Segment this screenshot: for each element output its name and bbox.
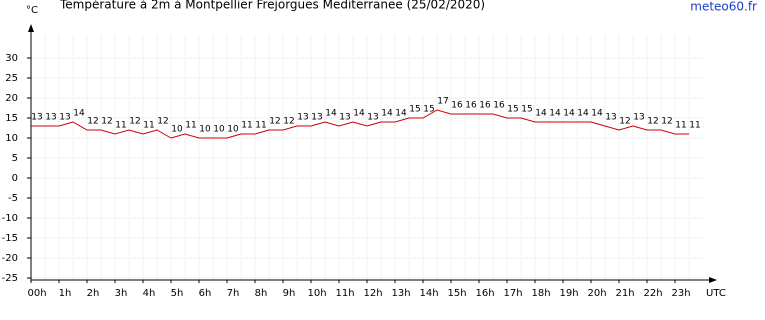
- data-label: 13: [339, 113, 350, 123]
- x-tick-label: 8h: [255, 288, 268, 299]
- y-tick-label: 20: [5, 93, 18, 104]
- x-tick-label: 22h: [643, 288, 662, 299]
- y-axis-arrow: [28, 24, 34, 32]
- x-tick-label: 7h: [227, 288, 240, 299]
- data-label: 13: [311, 113, 322, 123]
- data-label: 14: [549, 109, 561, 119]
- data-label: 12: [283, 117, 294, 127]
- x-tick-label: 10h: [307, 288, 326, 299]
- y-tick-label: -5: [8, 193, 18, 204]
- data-label: 12: [87, 117, 98, 127]
- y-tick-label: -15: [2, 233, 18, 244]
- data-label: 13: [605, 113, 616, 123]
- y-tick-label: -10: [2, 213, 18, 224]
- x-tick-label: 18h: [531, 288, 550, 299]
- data-label: 16: [493, 101, 505, 111]
- x-tick-label: 13h: [391, 288, 410, 299]
- data-label: 13: [297, 113, 308, 123]
- x-tick-label: 19h: [559, 288, 578, 299]
- x-axis-label: UTC: [706, 288, 726, 299]
- x-tick-label: 11h: [335, 288, 354, 299]
- data-line: [31, 109, 689, 139]
- y-tick-label: 10: [5, 133, 18, 144]
- y-tick-label: 15: [5, 113, 18, 124]
- data-label: 11: [143, 121, 154, 131]
- x-tick-label: 16h: [475, 288, 494, 299]
- data-label: 14: [395, 109, 407, 119]
- data-label: 14: [381, 109, 393, 119]
- data-label: 14: [563, 109, 575, 119]
- data-label: 13: [31, 113, 42, 123]
- source-link[interactable]: meteo60.fr: [690, 0, 757, 14]
- x-tick-label: 23h: [671, 288, 690, 299]
- data-label: 16: [479, 101, 491, 111]
- x-tick-label: 21h: [615, 288, 634, 299]
- data-label: 15: [423, 105, 434, 115]
- x-tick-label: 17h: [503, 288, 522, 299]
- data-label: 10: [171, 125, 183, 135]
- data-label: 13: [59, 113, 70, 123]
- data-label: 13: [367, 113, 378, 123]
- data-label: 13: [633, 113, 644, 123]
- data-label: 11: [241, 121, 252, 131]
- data-label: 11: [255, 121, 266, 131]
- y-tick-label: 30: [5, 53, 18, 64]
- data-label: 11: [185, 121, 196, 131]
- x-tick-label: 4h: [143, 288, 156, 299]
- data-label: 14: [591, 109, 603, 119]
- data-label: 15: [507, 105, 518, 115]
- data-label: 11: [689, 121, 700, 131]
- data-label: 10: [199, 125, 211, 135]
- data-label: 15: [409, 105, 420, 115]
- chart-title: Température à 2m à Montpellier Frejorgue…: [59, 0, 485, 12]
- y-tick-label: 25: [5, 73, 18, 84]
- data-label: 12: [157, 117, 168, 127]
- x-tick-label: 00h: [27, 288, 46, 299]
- data-label: 14: [535, 109, 547, 119]
- data-label: 12: [129, 117, 140, 127]
- data-label: 17: [437, 97, 448, 107]
- y-tick-label: 0: [12, 173, 18, 184]
- data-label: 12: [661, 117, 672, 127]
- data-label: 10: [213, 125, 225, 135]
- data-label: 11: [675, 121, 686, 131]
- x-tick-label: 6h: [199, 288, 212, 299]
- x-tick-label: 2h: [87, 288, 100, 299]
- data-label: 14: [353, 109, 365, 119]
- y-tick-label: -25: [2, 273, 18, 284]
- data-label: 15: [521, 105, 532, 115]
- x-tick-label: 14h: [419, 288, 438, 299]
- data-label: 16: [451, 101, 463, 111]
- y-tick-label: -20: [2, 253, 18, 264]
- data-label: 12: [619, 117, 630, 127]
- x-axis-arrow: [709, 277, 717, 283]
- data-label: 14: [577, 109, 589, 119]
- data-label: 10: [227, 125, 239, 135]
- y-tick-label: 5: [12, 153, 18, 164]
- x-tick-label: 1h: [59, 288, 72, 299]
- data-label: 12: [101, 117, 112, 127]
- x-tick-label: 3h: [115, 288, 128, 299]
- data-label: 14: [325, 109, 337, 119]
- data-label: 16: [465, 101, 477, 111]
- data-label: 12: [269, 117, 280, 127]
- x-tick-label: 5h: [171, 288, 184, 299]
- data-label: 14: [73, 109, 85, 119]
- y-axis-label: °C: [26, 5, 38, 16]
- x-tick-label: 9h: [283, 288, 296, 299]
- x-tick-label: 20h: [587, 288, 606, 299]
- x-tick-label: 12h: [363, 288, 382, 299]
- data-label: 13: [45, 113, 56, 123]
- data-label: 12: [647, 117, 658, 127]
- data-label: 11: [115, 121, 126, 131]
- x-tick-label: 15h: [447, 288, 466, 299]
